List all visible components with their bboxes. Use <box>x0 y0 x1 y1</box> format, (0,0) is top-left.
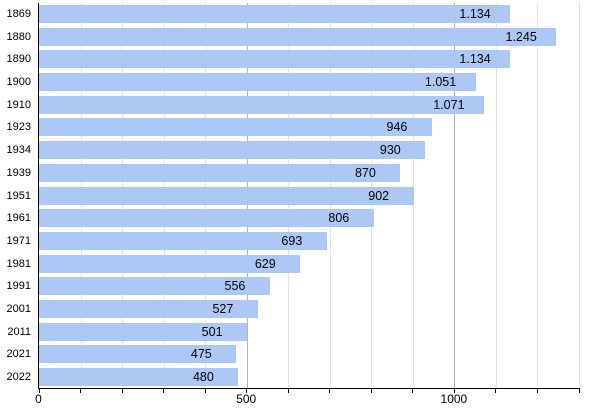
x-axis-tick-label: 1000 <box>440 392 468 406</box>
y-axis-category-label: 1939 <box>6 166 31 179</box>
bar-row: 2001 527 <box>7 299 579 318</box>
bar-value-label: 501 <box>201 324 223 339</box>
bar-row: 1869 1.134 <box>7 5 579 23</box>
bar-row: 2021 475 <box>7 345 579 364</box>
bar: 1.134 <box>39 50 511 69</box>
x-axis-tick-label: 0 <box>35 392 42 406</box>
bar: 1.051 <box>39 73 476 92</box>
bar-row: 2011 501 <box>7 322 579 341</box>
y-axis-category-label: 1900 <box>6 76 31 89</box>
bar: 946 <box>39 118 432 137</box>
y-axis-category-label: 2001 <box>6 302 31 315</box>
bar: 527 <box>39 299 258 318</box>
bar: 480 <box>39 368 239 386</box>
gridline-minor <box>537 3 539 388</box>
bar-value-label: 1.134 <box>459 7 491 21</box>
x-axis-tick <box>163 388 165 393</box>
plot-area: 1869 1.134 1880 1.245 1890 1.134 1900 1.051 1910… <box>7 3 580 389</box>
bar-row: 1939 870 <box>7 163 579 182</box>
bar-value-label: 1.071 <box>433 97 465 112</box>
bars-layer: 1869 1.134 1880 1.245 1890 1.134 1900 1.051 1910… <box>7 5 579 386</box>
x-axis-tick <box>246 388 248 393</box>
bar-row: 1951 902 <box>7 186 579 205</box>
bar: 930 <box>39 141 426 160</box>
y-axis-category-label: 1981 <box>6 257 31 270</box>
bar-row: 1961 806 <box>7 209 579 228</box>
x-axis-tick <box>578 388 580 393</box>
bar: 501 <box>39 322 248 341</box>
bar-value-label: 1.245 <box>505 29 537 44</box>
y-axis-category-label: 1934 <box>6 144 31 157</box>
x-axis-tick <box>329 388 331 393</box>
y-axis-category-label: 1890 <box>6 53 31 66</box>
bar: 556 <box>39 277 270 296</box>
y-axis-category-label: 1991 <box>6 280 31 293</box>
bar-value-label: 527 <box>212 301 234 316</box>
y-axis-category-label: 1971 <box>6 234 31 247</box>
x-axis-tick <box>453 388 455 393</box>
bar-row: 2022 480 <box>7 368 579 386</box>
bar-row: 1880 1.245 <box>7 27 579 46</box>
y-axis-category-label: 1951 <box>6 189 31 202</box>
x-axis-tick <box>287 388 289 393</box>
x-axis-tick <box>121 388 123 393</box>
bar: 1.245 <box>39 27 557 46</box>
bar: 870 <box>39 163 401 182</box>
y-axis-category-label: 2011 <box>7 325 31 338</box>
bar: 475 <box>39 345 237 364</box>
bar-value-label: 480 <box>192 370 214 384</box>
bar: 1.134 <box>39 5 511 23</box>
bar-row: 1910 1.071 <box>7 95 579 114</box>
x-axis-tick <box>536 388 538 393</box>
bar: 902 <box>39 186 414 205</box>
y-axis-category-label: 1869 <box>6 8 31 20</box>
y-axis-category-label: 1923 <box>6 121 31 134</box>
y-axis-category-label: 2021 <box>6 348 31 361</box>
bar: 629 <box>39 254 301 273</box>
x-axis-tick <box>370 388 372 393</box>
bar-value-label: 1.134 <box>459 52 491 67</box>
bar-value-label: 556 <box>224 279 246 294</box>
gridline-major <box>454 3 456 388</box>
bar-value-label: 693 <box>281 233 303 248</box>
bar-row: 1971 693 <box>7 231 579 250</box>
bar-row: 1890 1.134 <box>7 50 579 69</box>
bar-row: 1900 1.051 <box>7 73 579 92</box>
y-axis-category-label: 1880 <box>6 30 31 43</box>
bar: 693 <box>39 231 327 250</box>
y-axis-category-label: 1961 <box>6 212 31 225</box>
bar-value-label: 902 <box>368 188 390 203</box>
bar: 806 <box>39 209 374 228</box>
bar-value-label: 870 <box>354 165 376 180</box>
bar-value-label: 475 <box>190 347 212 362</box>
x-axis-tick <box>495 388 497 393</box>
x-axis-tick <box>80 388 82 393</box>
gridline-minor <box>579 3 580 388</box>
bar-value-label: 629 <box>254 256 276 271</box>
bar: 1.071 <box>39 95 484 114</box>
x-axis-tick-label: 500 <box>236 392 257 406</box>
bar-value-label: 806 <box>328 211 350 226</box>
x-axis-tick <box>412 388 414 393</box>
x-axis-tick <box>204 388 206 393</box>
bar-row: 1981 629 <box>7 254 579 273</box>
bar-row: 1923 946 <box>7 118 579 137</box>
gridline-minor <box>495 3 497 388</box>
bar-row: 1934 930 <box>7 141 579 160</box>
y-axis-category-label: 2022 <box>6 371 31 383</box>
bar-value-label: 1.051 <box>424 75 457 90</box>
bar-value-label: 946 <box>386 120 408 135</box>
bar-row: 1991 556 <box>7 277 579 296</box>
x-axis-tick <box>38 388 40 393</box>
y-axis-category-label: 1910 <box>6 98 31 111</box>
bar-value-label: 930 <box>379 143 401 158</box>
